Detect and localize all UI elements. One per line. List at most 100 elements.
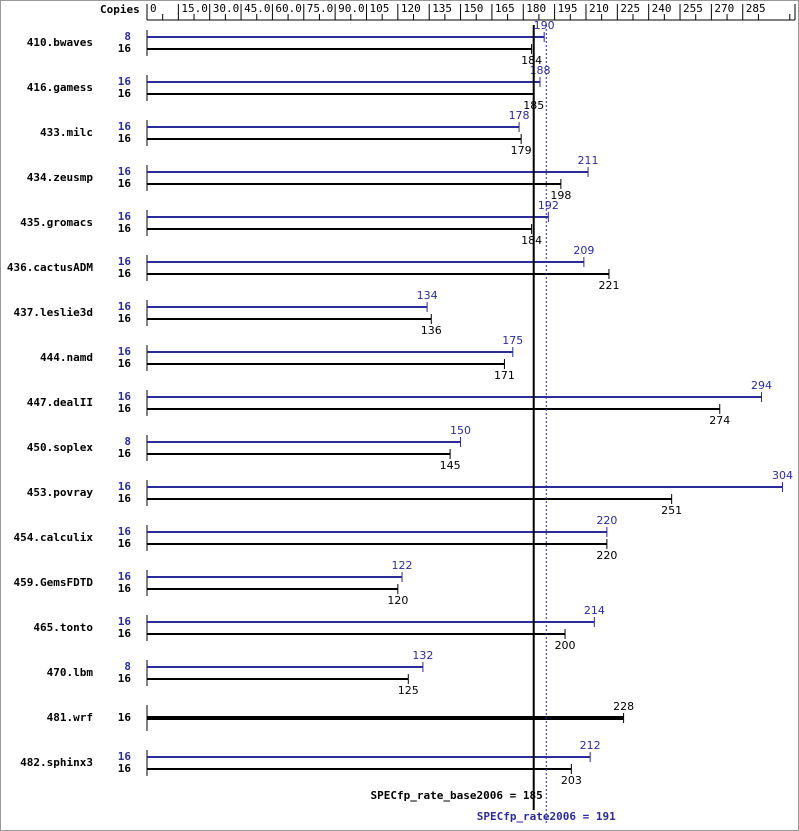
x-tick-label: 240 (652, 2, 672, 15)
value-label: 145 (440, 459, 461, 472)
value-label: 150 (450, 424, 471, 437)
benchmark-name: 482.sphinx3 (20, 756, 93, 769)
benchmark-name: 435.gromacs (20, 216, 93, 229)
value-label: 132 (412, 649, 433, 662)
benchmark-name: 433.milc (40, 126, 93, 139)
copies-label: 16 (118, 537, 132, 550)
benchmark-name: 454.calculix (14, 531, 94, 544)
copies-label: 16 (118, 210, 132, 223)
copies-label: 16 (118, 300, 132, 313)
x-tick-label: 210 (589, 2, 609, 15)
x-tick-label: 45.0 (244, 2, 271, 15)
copies-label: 16 (118, 345, 132, 358)
benchmark-name: 410.bwaves (27, 36, 93, 49)
value-label: 228 (613, 700, 634, 713)
benchmark-name: 444.namd (40, 351, 93, 364)
value-label: 294 (751, 379, 772, 392)
x-tick-label: 270 (714, 2, 734, 15)
copies-label: 16 (118, 762, 132, 775)
benchmark-name: 453.povray (27, 486, 94, 499)
value-label: 184 (521, 234, 542, 247)
base-summary: SPECfp_rate_base2006 = 185 (371, 789, 543, 802)
value-label: 192 (538, 199, 559, 212)
x-tick-label: 180 (526, 2, 546, 15)
benchmark-name: 481.wrf (47, 711, 93, 724)
x-tick-label: 225 (620, 2, 640, 15)
benchmark-name: 447.dealII (27, 396, 93, 409)
copies-label: 16 (118, 177, 132, 190)
x-tick-label: 285 (746, 2, 766, 15)
x-tick-label: 90.0 (338, 2, 365, 15)
value-label: 214 (584, 604, 605, 617)
x-tick-label: 150 (464, 2, 484, 15)
value-label: 220 (596, 549, 617, 562)
copies-label: 16 (118, 480, 132, 493)
copies-label: 16 (118, 222, 132, 235)
x-tick-label: 120 (401, 2, 421, 15)
benchmark-name: 450.soplex (27, 441, 94, 454)
copies-label: 16 (118, 627, 132, 640)
x-tick-label: 165 (495, 2, 515, 15)
value-label: 211 (578, 154, 599, 167)
copies-label: 8 (124, 30, 131, 43)
copies-label: 8 (124, 660, 131, 673)
copies-label: 16 (118, 255, 132, 268)
value-label: 175 (502, 334, 523, 347)
copies-label: 16 (118, 492, 132, 505)
copies-label: 16 (118, 87, 132, 100)
copies-label: 16 (118, 42, 132, 55)
copies-label: 16 (118, 582, 132, 595)
value-label: 221 (598, 279, 619, 292)
value-label: 304 (772, 469, 793, 482)
copies-label: 16 (118, 750, 132, 763)
x-tick-label: 105 (369, 2, 389, 15)
copies-label: 16 (118, 390, 132, 403)
x-tick-label: 30.0 (213, 2, 240, 15)
value-label: 134 (417, 289, 438, 302)
value-label: 188 (529, 64, 550, 77)
benchmark-name: 470.lbm (47, 666, 94, 679)
copies-label: 16 (118, 267, 132, 280)
x-tick-label: 135 (432, 2, 452, 15)
value-label: 209 (573, 244, 594, 257)
value-label: 125 (398, 684, 419, 697)
copies-label: 16 (118, 312, 132, 325)
value-label: 122 (392, 559, 413, 572)
copies-label: 16 (118, 165, 132, 178)
copies-label: 16 (118, 447, 132, 460)
copies-label: 16 (118, 711, 132, 724)
value-label: 212 (580, 739, 601, 752)
copies-header: Copies (100, 3, 140, 16)
peak-summary: SPECfp_rate2006 = 191 (477, 810, 616, 823)
value-label: 136 (421, 324, 442, 337)
copies-label: 16 (118, 570, 132, 583)
copies-label: 16 (118, 75, 132, 88)
benchmark-name: 416.gamess (27, 81, 93, 94)
value-label: 179 (511, 144, 532, 157)
copies-label: 16 (118, 120, 132, 133)
value-label: 184 (521, 54, 542, 67)
copies-label: 16 (118, 402, 132, 415)
copies-label: 16 (118, 615, 132, 628)
value-label: 198 (550, 189, 571, 202)
value-label: 120 (387, 594, 408, 607)
x-tick-label: 60.0 (275, 2, 302, 15)
benchmark-name: 459.GemsFDTD (14, 576, 94, 589)
x-tick-label: 75.0 (307, 2, 334, 15)
value-label: 178 (509, 109, 530, 122)
copies-label: 16 (118, 672, 132, 685)
copies-label: 16 (118, 525, 132, 538)
copies-label: 16 (118, 357, 132, 370)
x-tick-label: 15.0 (181, 2, 208, 15)
copies-label: 16 (118, 132, 132, 145)
value-label: 203 (561, 774, 582, 787)
benchmark-name: 436.cactusADM (7, 261, 93, 274)
value-label: 274 (709, 414, 730, 427)
x-tick-label: 195 (558, 2, 578, 15)
value-label: 251 (661, 504, 682, 517)
value-label: 171 (494, 369, 515, 382)
benchmark-name: 434.zeusmp (27, 171, 94, 184)
x-tick-label: 0 (150, 2, 157, 15)
copies-label: 8 (124, 435, 131, 448)
